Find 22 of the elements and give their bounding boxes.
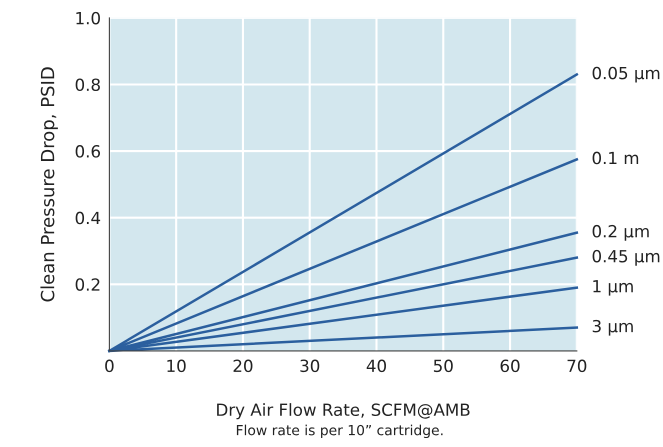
series-label: 0.45 µm [592, 250, 660, 266]
series-label: 3 µm [592, 320, 633, 336]
y-tick-label: 0.2 [76, 278, 100, 291]
y-axis-title: Clean Pressure Drop, PSID [40, 67, 58, 302]
x-tick-label: 40 [366, 360, 386, 372]
text: Flow rate is per 10” cartridge. [236, 424, 443, 438]
x-tick-label: 20 [234, 360, 252, 372]
series-label: 0.2 µm [592, 224, 649, 241]
x-tick-label: 50 [434, 360, 453, 372]
y-tick-label: 1.0 [76, 12, 100, 24]
y-tick-label: 0.6 [76, 145, 100, 158]
y-tick-label: 0.8 [76, 78, 100, 92]
x-tick-label: 70 [568, 360, 586, 372]
series-label: 0.1 m [592, 152, 638, 164]
series-label: 0.05 µm [592, 66, 660, 83]
x-axis-title: Dry Air Flow Rate, SCFM@AMB [217, 403, 470, 420]
x-tick-label: 60 [500, 360, 520, 372]
y-tick-label: 0.4 [76, 212, 100, 224]
x-tick-label: 30 [300, 360, 320, 372]
series-label: 1 µm [593, 280, 633, 296]
x-tick-label: 0 [105, 360, 114, 372]
x-tick-label: 10 [167, 360, 186, 372]
